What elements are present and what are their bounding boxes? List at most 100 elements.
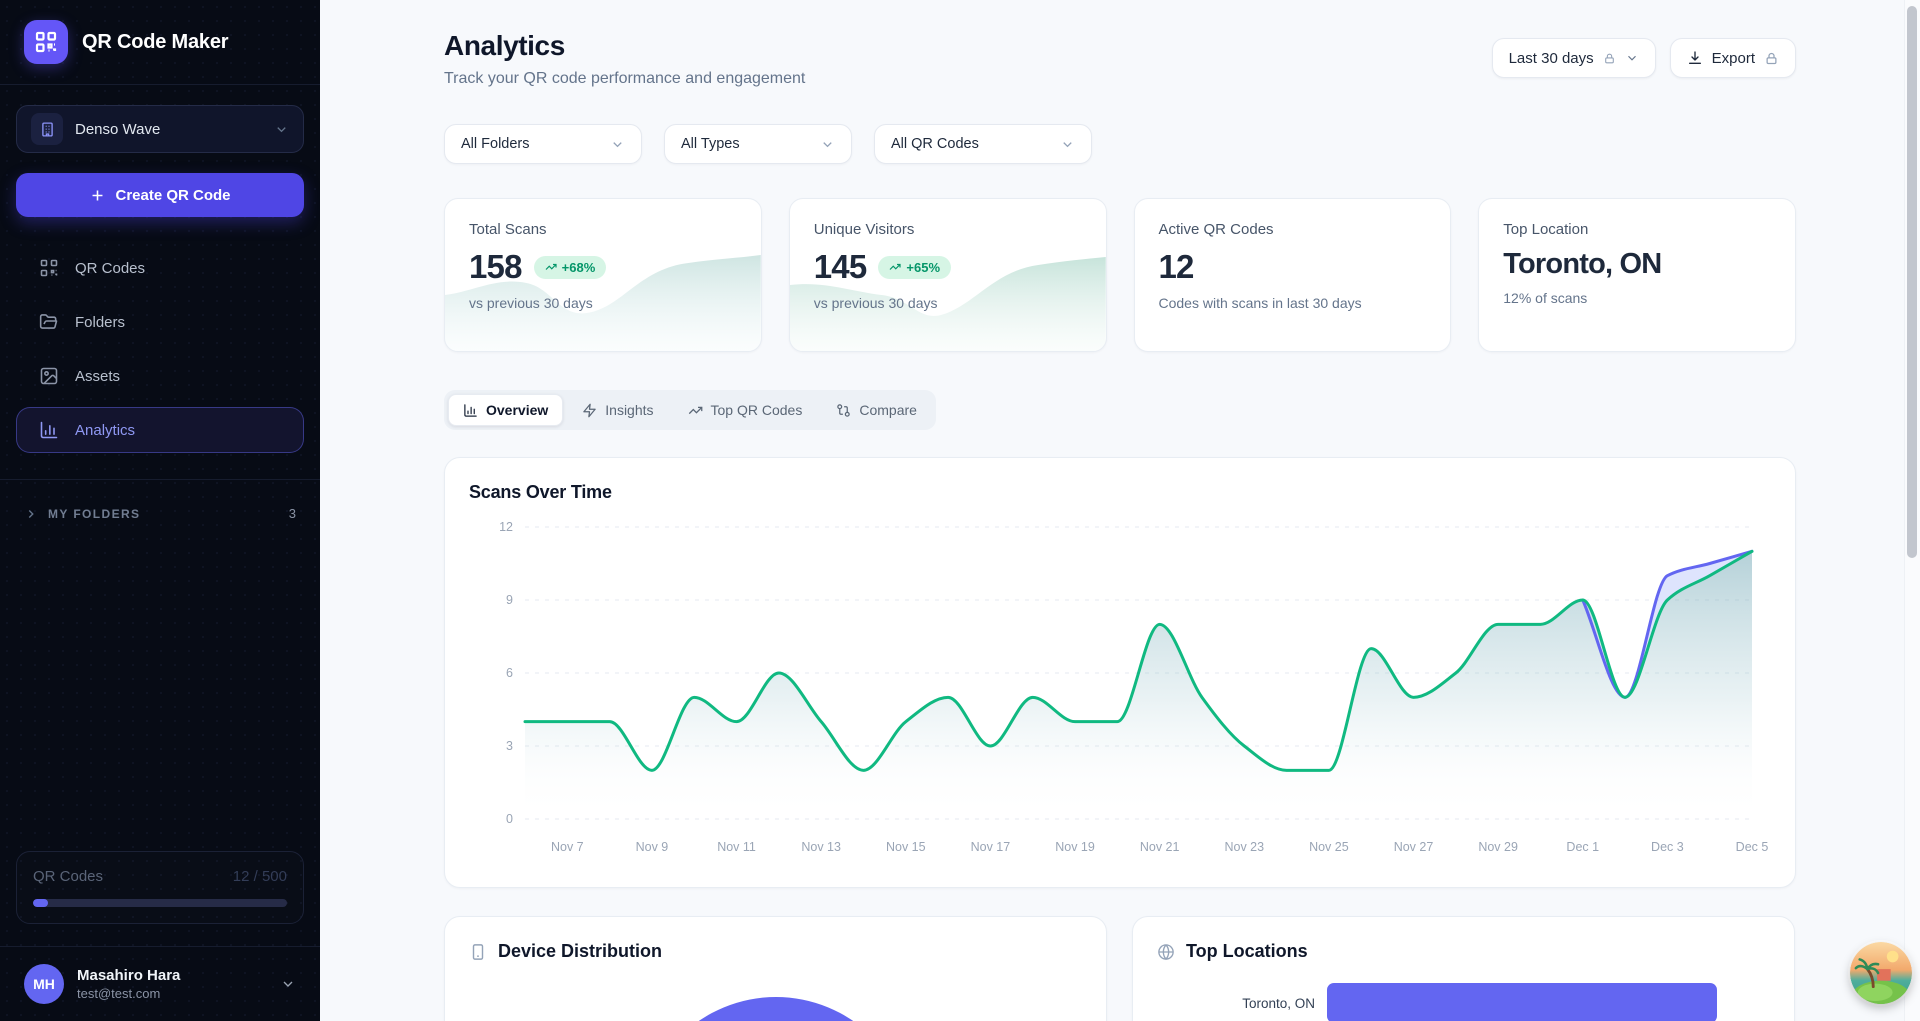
svg-text:Dec 5: Dec 5 xyxy=(1736,840,1769,854)
stat-card-unique-visitors: Unique Visitors 145 +65% vs previous 30 … xyxy=(788,198,1107,352)
tab-compare[interactable]: Compare xyxy=(821,394,932,426)
svg-text:0: 0 xyxy=(506,812,513,826)
svg-text:Nov 15: Nov 15 xyxy=(886,840,926,854)
sidebar-item-folders[interactable]: Folders xyxy=(16,299,304,345)
image-icon xyxy=(39,366,59,386)
stat-trend-badge: +68% xyxy=(533,255,607,279)
qr-codes-icon xyxy=(39,258,59,278)
svg-text:Nov 25: Nov 25 xyxy=(1309,840,1349,854)
stat-value: 145 xyxy=(813,248,867,285)
location-row: Toronto, ON xyxy=(1157,983,1770,1021)
island-illustration xyxy=(1850,942,1912,1004)
scans-over-time-chart: 0 3 6 9 12 Nov 7 Nov 9 Nov 11 Nov 13 Nov 15 Nov 17… xyxy=(499,520,1769,854)
svg-text:Nov 19: Nov 19 xyxy=(1055,840,1095,854)
device-distribution-card: Device Distribution xyxy=(444,916,1107,1021)
svg-text:9: 9 xyxy=(506,593,513,607)
stat-label: Unique Visitors xyxy=(813,221,915,238)
divider xyxy=(0,946,320,947)
sparkline-decoration xyxy=(789,257,1106,351)
lock-icon xyxy=(1764,51,1779,66)
stat-value: 158 xyxy=(469,248,522,285)
chart-title: Scans Over Time xyxy=(469,482,612,502)
tab-top-qr-codes[interactable]: Top QR Codes xyxy=(673,394,818,426)
download-icon xyxy=(1687,50,1703,66)
sidebar-item-label: Analytics xyxy=(75,421,136,439)
bar-chart-icon xyxy=(39,420,59,440)
globe-icon xyxy=(1157,943,1175,961)
chevron-down-icon xyxy=(610,137,625,152)
stat-card-active-qr-codes: Active QR Codes 12 Codes with scans in l… xyxy=(1133,198,1452,352)
types-filter-select[interactable]: All Types xyxy=(664,124,852,164)
tab-overview[interactable]: Overview xyxy=(448,394,564,426)
export-button[interactable]: Export xyxy=(1669,38,1796,78)
sidebar-item-label: Assets xyxy=(75,367,121,385)
page-subtitle: Track your QR code performance and engag… xyxy=(444,70,806,87)
scans-over-time-card: Scans Over Time 0 3 6 9 12 Nov 7 Nov 9 Nov 11 No… xyxy=(444,457,1796,888)
island-widget-button[interactable] xyxy=(1850,942,1912,1004)
sidebar-item-qr-codes[interactable]: QR Codes xyxy=(16,245,304,291)
sidebar-nav: QR Codes Folders Assets Analytics xyxy=(0,245,320,453)
bar-chart-icon xyxy=(463,403,478,418)
divider xyxy=(0,84,320,85)
chevron-down-icon xyxy=(1060,137,1075,152)
stat-value: 12 xyxy=(1158,248,1195,285)
chevron-down-icon xyxy=(280,976,296,992)
sidebar: QR Code Maker Denso Wave Create QR Code … xyxy=(0,0,320,1021)
stat-subtext: vs previous 30 days xyxy=(813,295,938,311)
svg-text:3: 3 xyxy=(506,739,513,753)
chevron-down-icon xyxy=(1625,51,1639,65)
chevron-down-icon xyxy=(820,137,835,152)
svg-text:Nov 17: Nov 17 xyxy=(971,840,1011,854)
stat-subtext: 12% of scans xyxy=(1503,290,1588,306)
sidebar-item-label: QR Codes xyxy=(75,259,146,277)
my-folders-label: MY FOLDERS xyxy=(48,506,141,521)
app-logo-row: QR Code Maker xyxy=(0,0,320,84)
sidebar-item-analytics[interactable]: Analytics xyxy=(16,407,304,453)
my-folders-section[interactable]: MY FOLDERS 3 xyxy=(0,506,320,521)
divider xyxy=(0,479,320,480)
stat-subtext: vs previous 30 days xyxy=(469,295,593,311)
app-name: QR Code Maker xyxy=(82,30,229,53)
qr-codes-filter-select[interactable]: All QR Codes xyxy=(874,124,1092,164)
user-menu[interactable]: MH Masahiro Hara test@test.com xyxy=(0,947,320,1021)
stat-label: Total Scans xyxy=(469,221,547,238)
svg-text:6: 6 xyxy=(506,666,513,680)
lock-icon xyxy=(1603,52,1616,65)
sparkline-decoration xyxy=(445,255,761,351)
smartphone-icon xyxy=(469,943,487,961)
stat-card-total-scans: Total Scans 158 +68% vs previous 30 days xyxy=(444,198,762,352)
qr-logo-icon xyxy=(24,20,68,64)
svg-text:Nov 7: Nov 7 xyxy=(551,840,584,854)
folders-filter-select[interactable]: All Folders xyxy=(444,124,642,164)
workspace-name: Denso Wave xyxy=(75,120,161,138)
qr-codes-quota-card: QR Codes 12 / 500 xyxy=(16,851,304,924)
building-icon xyxy=(31,113,63,145)
git-compare-icon xyxy=(836,403,851,418)
sidebar-item-label: Folders xyxy=(75,313,126,331)
create-qr-code-button[interactable]: Create QR Code xyxy=(16,173,304,217)
quota-value: 12 / 500 xyxy=(232,868,287,885)
stat-card-top-location: Top Location Toronto, ON 12% of scans xyxy=(1478,198,1796,352)
device-donut-chart xyxy=(639,997,912,1021)
plus-icon xyxy=(89,187,106,204)
svg-text:Nov 11: Nov 11 xyxy=(717,840,756,854)
tab-insights[interactable]: Insights xyxy=(567,394,668,426)
user-email: test@test.com xyxy=(77,986,161,1001)
card-title: Device Distribution xyxy=(498,941,663,961)
zap-icon xyxy=(582,403,597,418)
folder-icon xyxy=(39,312,59,332)
user-name: Masahiro Hara xyxy=(77,967,181,984)
location-bar xyxy=(1327,983,1717,1021)
workspace-selector[interactable]: Denso Wave xyxy=(16,105,304,153)
stat-trend-badge: +65% xyxy=(878,255,952,279)
scrollbar-thumb[interactable] xyxy=(1907,6,1917,558)
stat-subtext: Codes with scans in last 30 days xyxy=(1158,295,1362,311)
card-title: Top Locations xyxy=(1186,941,1308,961)
quota-progress-fill xyxy=(33,899,48,907)
sidebar-item-assets[interactable]: Assets xyxy=(16,353,304,399)
svg-text:Nov 23: Nov 23 xyxy=(1224,840,1264,854)
svg-text:Dec 3: Dec 3 xyxy=(1651,840,1684,854)
trending-up-icon xyxy=(545,261,557,273)
svg-text:Nov 13: Nov 13 xyxy=(801,840,841,854)
date-range-button[interactable]: Last 30 days xyxy=(1491,38,1656,78)
